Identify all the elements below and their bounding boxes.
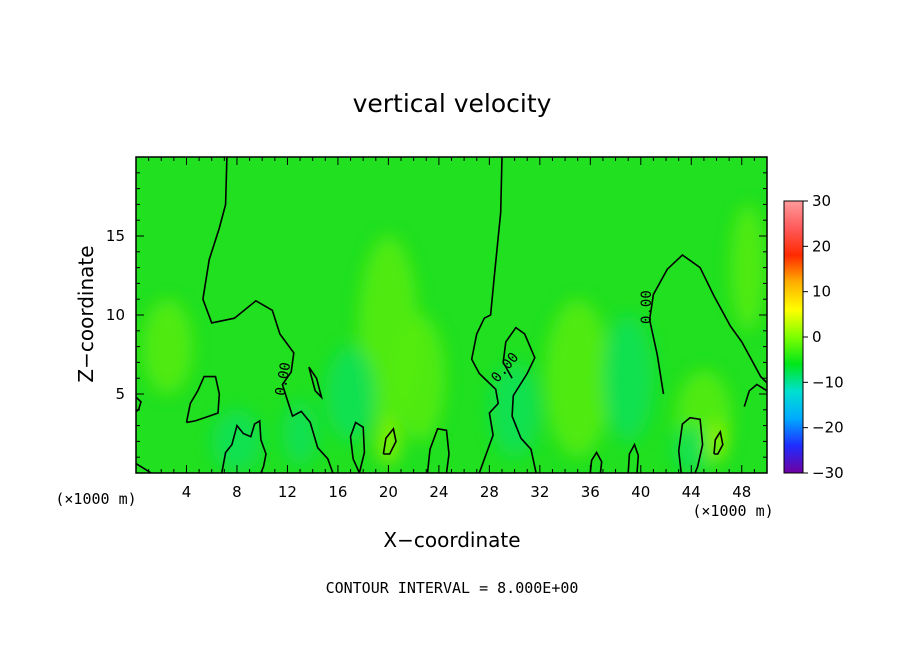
colorbar-tick-label: −30 — [812, 464, 844, 482]
x-unit-right: (×1000 m) — [692, 502, 773, 520]
contour-line — [470, 157, 503, 473]
contour-interval-note: CONTOUR INTERVAL = 8.000E+00 — [326, 579, 579, 597]
x-axis: 4 8 12 16 20 24 28 32 36 40 44 48 — [148, 157, 755, 501]
contour-line — [136, 396, 142, 413]
field-anomaly — [544, 299, 611, 458]
field-anomaly — [705, 420, 728, 462]
x-tick-label: 20 — [379, 483, 398, 501]
x-tick-label: 36 — [581, 483, 600, 501]
contour-line — [627, 442, 640, 473]
contour-line — [349, 421, 366, 473]
velocity-field — [142, 204, 766, 473]
field-anomaly — [730, 204, 766, 331]
x-tick-label: 16 — [328, 483, 347, 501]
contour-label: 0.00 — [273, 361, 295, 397]
colorbar-tick-label: 10 — [812, 283, 831, 301]
x-tick-label: 32 — [530, 483, 549, 501]
x-axis-label: X−coordinate — [383, 528, 520, 552]
x-tick-label: 4 — [182, 483, 192, 501]
colorbar: 30 20 10 0 −10 −20 −30 — [783, 192, 844, 482]
field-anomaly — [325, 346, 376, 442]
colorbar-tick-label: 0 — [812, 328, 822, 346]
x-tick-label: 12 — [278, 483, 297, 501]
contour-line — [589, 450, 603, 473]
field-anomaly — [489, 362, 540, 458]
field-anomaly — [394, 315, 446, 442]
x-tick-label: 40 — [631, 483, 650, 501]
contour-line — [185, 375, 221, 424]
contour-line — [308, 366, 324, 400]
y-tick-label: 10 — [106, 306, 125, 324]
x-unit-left: (×1000 m) — [55, 490, 136, 508]
contour-line — [382, 426, 397, 455]
y-axis: 5 10 15 — [106, 172, 767, 458]
colorbar-gradient — [783, 200, 804, 474]
contour-line — [426, 427, 450, 473]
y-tick-label: 15 — [106, 227, 125, 245]
field-anomaly — [142, 299, 193, 394]
colorbar-tick-label: 20 — [812, 237, 831, 255]
contour-line — [648, 253, 767, 395]
contour-line — [677, 416, 704, 473]
field-anomaly — [375, 417, 402, 466]
contour-line — [713, 429, 724, 455]
field-anomaly — [211, 409, 263, 473]
contour-label: 0.00 — [639, 290, 655, 324]
field-anomaly — [673, 425, 709, 473]
plot-area — [136, 157, 767, 473]
x-tick-label: 44 — [682, 483, 701, 501]
x-tick-label: 48 — [732, 483, 751, 501]
y-tick-label: 5 — [115, 385, 125, 403]
colorbar-tick-label: −10 — [812, 373, 844, 391]
x-tick-label: 8 — [232, 483, 242, 501]
zero-contours — [136, 157, 767, 473]
contour-line — [221, 419, 267, 473]
contour-line — [136, 462, 152, 473]
field-anomaly — [602, 315, 654, 442]
x-tick-label: 24 — [429, 483, 448, 501]
y-axis-label: Z−coordinate — [74, 245, 98, 382]
chart-title: vertical velocity — [353, 89, 552, 118]
x-tick-label: 28 — [480, 483, 499, 501]
colorbar-tick-label: −20 — [812, 419, 844, 437]
contour-line — [743, 383, 767, 407]
contour-line — [202, 157, 334, 473]
contour-line — [502, 326, 537, 473]
field-anomaly — [282, 401, 318, 466]
colorbar-tick-label: 30 — [812, 192, 831, 210]
